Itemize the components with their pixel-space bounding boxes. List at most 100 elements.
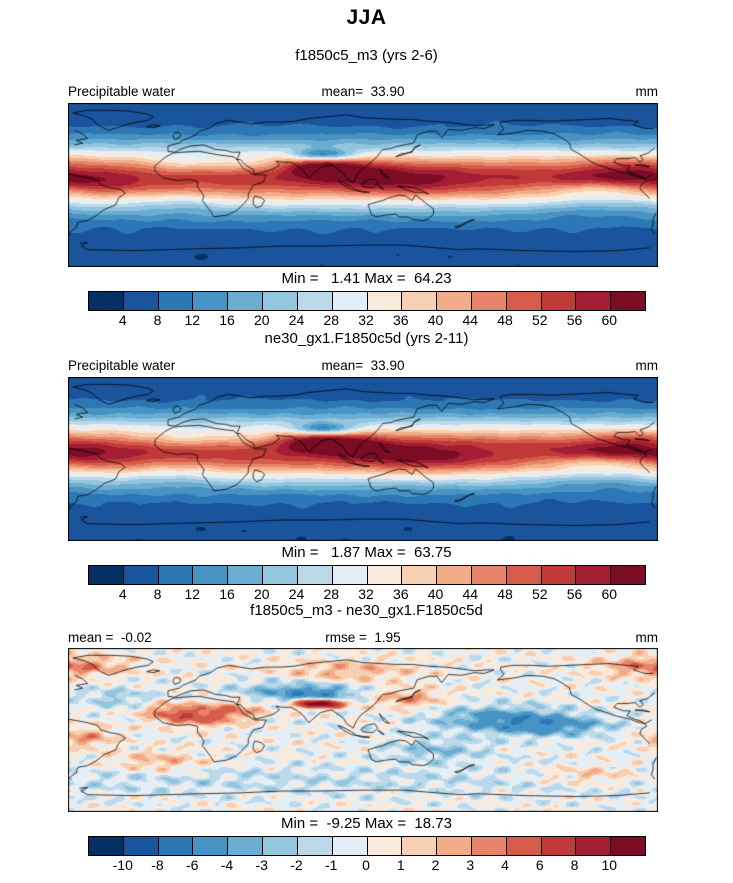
colorbar-cell [227,837,263,855]
panel-1-map [68,103,658,267]
colorbar-tick-label: 20 [253,312,270,328]
colorbar-tick-label: 10 [601,857,618,873]
panel-2-colorbar [88,565,646,585]
colorbar-cell [470,292,506,310]
colorbar-cell [540,566,576,584]
colorbar-tick-label: 56 [566,586,583,602]
colorbar-tick-label: 24 [288,586,305,602]
colorbar-tick-label: 36 [392,586,409,602]
colorbar-cell [157,292,193,310]
panel-2-field-label: Precipitable water [68,358,176,373]
panel-1-subtitle: f1850c5_m3 (yrs 2-6) [295,47,438,64]
colorbar-cell [122,566,158,584]
colorbar-cell [366,566,402,584]
colorbar-tick-label: 2 [431,857,440,873]
panel-1-colorbar [88,291,646,311]
colorbar-cell [122,292,158,310]
colorbar-tick-label: 56 [566,312,583,328]
colorbar-tick-label: 36 [392,312,409,328]
colorbar-cell [296,566,332,584]
colorbar-cell [470,566,506,584]
panel-3-mean-label: mean = -0.02 [68,630,152,645]
panel-2-mean-label: mean= 33.90 [321,358,405,373]
colorbar-tick-label: 28 [323,312,340,328]
colorbar-tick-label: 4 [118,586,127,602]
panel-1-colorbar-ticks: 4 8 12 16 20 24 28 32 36 40 44 48 52 56 60 [88,312,644,329]
colorbar-cell [122,837,158,855]
colorbar-cell [575,837,611,855]
colorbar-cell [610,292,645,310]
colorbar-tick-label: -4 [220,857,234,873]
colorbar-tick-label: 32 [358,312,374,328]
colorbar-cell [227,566,263,584]
colorbar-cell [89,292,123,310]
colorbar-tick-label: 8 [153,586,162,602]
colorbar-tick-label: 40 [427,312,444,328]
colorbar-tick-label: 52 [531,312,548,328]
colorbar-tick-label: 40 [427,586,444,602]
colorbar-cell [296,292,332,310]
colorbar-tick-label: 0 [362,857,370,873]
panel-1-mean-label: mean= 33.90 [321,84,405,99]
colorbar-tick-label: 20 [253,586,270,602]
panel-3-units-label: mm [635,630,659,645]
colorbar-tick-label: 4 [118,312,127,328]
colorbar-cell [436,292,471,310]
colorbar-tick-label: 16 [219,312,235,328]
colorbar-cell [505,837,541,855]
panel-3-header: mean = -0.02 rmse = 1.95 mm [68,630,658,645]
colorbar-cell [505,292,541,310]
panel-3-colorbar-ticks: -10 -8 -6 -4 -3 -2 -1 0 1 2 3 4 6 8 10 [88,857,644,874]
colorbar-tick-label: 16 [219,586,235,602]
colorbar-tick-label: 60 [601,312,618,328]
colorbar-tick-label: 3 [466,857,475,873]
colorbar-tick-label: 32 [358,586,374,602]
colorbar-tick-label: 44 [462,586,479,602]
colorbar-cell [401,837,437,855]
colorbar-cell [540,292,576,310]
colorbar-tick-label: -8 [151,857,164,873]
colorbar-tick-label: -2 [290,857,303,873]
colorbar-cell [192,292,228,310]
colorbar-cell [366,837,402,855]
colorbar-cell [262,566,297,584]
panel-1-minmax: Min = 1.41 Max = 64.23 [281,270,452,287]
panel-3-minmax: Min = -9.25 Max = 18.73 [281,815,452,832]
colorbar-cell [436,837,471,855]
colorbar-cell [610,837,645,855]
colorbar-tick-label: 44 [462,312,479,328]
colorbar-cell [401,292,437,310]
colorbar-cell [575,292,611,310]
colorbar-tick-label: 52 [531,586,548,602]
panel-2-minmax: Min = 1.87 Max = 63.75 [281,544,452,561]
season-title: JJA [346,6,387,29]
panel-3-map [68,648,658,812]
colorbar-cell [540,837,576,855]
colorbar-tick-label: 1 [396,857,405,873]
colorbar-cell [401,566,437,584]
panel-1-units-label: mm [635,84,659,99]
colorbar-cell [436,566,471,584]
colorbar-cell [89,837,123,855]
panel-3-colorbar [88,836,646,856]
colorbar-tick-label: 24 [288,312,305,328]
colorbar-tick-label: 4 [501,857,509,873]
colorbar-tick-label: 48 [497,586,513,602]
colorbar-tick-label: 48 [497,312,513,328]
colorbar-cell [505,566,541,584]
colorbar-cell [331,566,367,584]
colorbar-cell [366,292,402,310]
panel-3-rmse-label: rmse = 1.95 [325,630,401,645]
colorbar-cell [610,566,645,584]
colorbar-tick-label: 12 [184,312,201,328]
colorbar-tick-label: -6 [186,857,199,873]
colorbar-tick-label: 12 [184,586,201,602]
panel-2-subtitle: ne30_gx1.F1850c5d (yrs 2-11) [264,330,469,347]
panel-3-subtitle: f1850c5_m3 - ne30_gx1.F1850c5d [250,602,483,619]
panel-2-colorbar-ticks: 4 8 12 16 20 24 28 32 36 40 44 48 52 56 60 [88,586,644,603]
colorbar-tick-label: 6 [535,857,544,873]
panel-2-units-label: mm [635,358,659,373]
colorbar-tick-label: -1 [325,857,338,873]
colorbar-cell [157,566,193,584]
